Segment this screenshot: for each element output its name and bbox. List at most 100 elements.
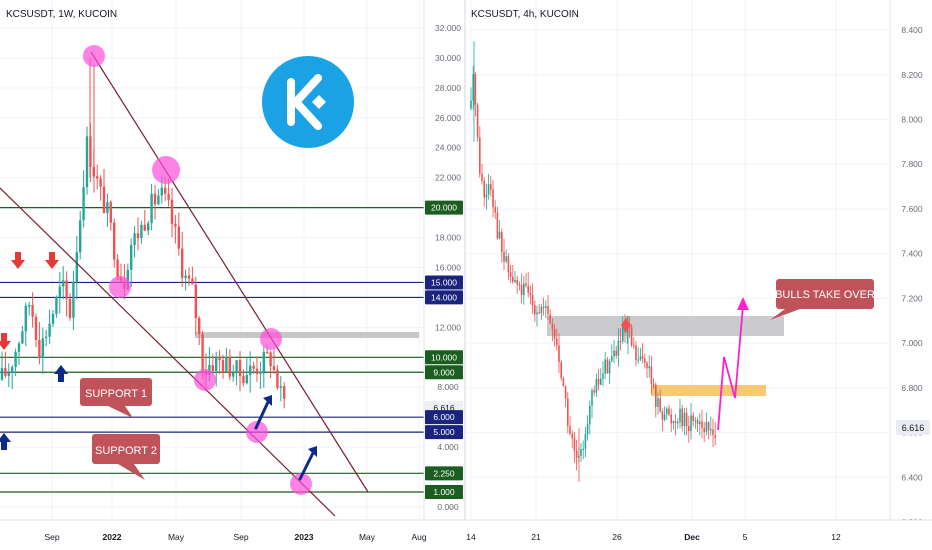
right-candle-body [635,345,637,360]
left-time-tick: Aug [411,532,426,542]
left-price-axis: 0.0002.0004.0006.0008.00010.00012.00014.… [423,0,465,520]
right-candle-body [670,414,672,424]
left-candle-body [279,386,282,388]
left-candle-body [11,366,14,373]
right-candle-body [507,256,510,273]
left-candle-body [68,298,72,318]
left-candle-body [181,248,184,278]
right-grid [465,0,890,523]
right-candle-body [608,360,611,374]
right-candle-body [633,345,635,347]
right-candle-body [571,433,573,439]
price-badge-label: 14.000 [431,292,457,302]
left-candle-body [221,360,225,373]
right-candle-body [562,378,565,387]
right-candle-body [705,422,708,432]
touch-circle [246,421,268,443]
price-badge [425,275,463,290]
right-candle-body [476,104,479,138]
support-2-label: SUPPORT 2 [92,434,160,480]
left-candle-body [191,278,194,285]
left-candle-body [211,365,214,372]
right-candle-body [657,398,659,407]
right-candle-body [485,194,488,198]
left-candle-body [283,386,286,399]
left-candle-body [242,376,245,384]
right-candle-body [677,422,679,424]
right-candle-body [553,329,556,339]
right-candle-body [534,305,536,315]
price-badge-label: 6.000 [433,412,455,422]
right-candle-body [600,378,602,385]
right-candle-body [505,256,507,262]
left-candle-body [41,338,44,358]
left-candle-body [0,368,4,380]
left-price-tick: 16.000 [435,262,461,272]
right-time-tick: Dec [684,532,700,542]
touch-circle [83,45,105,67]
right-candle-body [679,408,681,423]
right-candle-body [622,326,624,342]
right-candle-body [611,356,613,361]
right-candle-body [525,283,527,286]
right-candle-body [593,390,595,393]
right-price-tick: 7.200 [901,293,923,303]
left-candle-body [198,317,201,334]
right-candle-body [569,425,571,434]
right-price-tick: 7.800 [901,159,923,169]
left-candle-body [34,316,38,340]
right-price-tick: 8.400 [901,25,923,35]
arrow-head [263,395,272,406]
left-candle-body [79,220,82,253]
right-price-tick: 7.400 [901,249,923,259]
right-candle-body [674,421,677,424]
price-badge [425,425,463,440]
left-price-tick: 26.000 [435,113,461,123]
left-candle-body [184,275,187,278]
price-badge-label: 10.000 [431,352,457,362]
left-candle-body [4,368,7,376]
right-candle-body [688,426,690,432]
kucoin-logo-icon [262,56,354,148]
right-candle-body [531,295,534,306]
left-candle-body [160,187,163,196]
red-down-arrow-icon [45,252,59,269]
left-candle-body [143,224,146,231]
right-candle-body [714,434,716,438]
left-candle-body [245,375,248,384]
left-price-tick: 0.000 [437,502,459,512]
right-candle-body [558,345,560,363]
support-1-label: SUPPORT 1 [80,378,152,418]
right-candle-body [529,292,532,296]
right-candle-body [712,429,714,435]
left-candle-body [55,296,58,314]
red-diamond-marker [621,318,631,332]
left-candle-body [38,339,41,358]
right-candle-body [487,184,490,195]
right-candle-body [641,356,644,359]
left-candle-body [235,360,238,374]
price-badge-label: 20.000 [431,203,457,213]
price-badge-label: 2.250 [433,468,455,478]
left-candle-body [113,222,116,260]
left-candle-body [85,136,89,188]
left-upper-trendline [90,51,369,493]
right-candle-body [470,100,472,109]
right-price-tick: 7.000 [901,338,923,348]
right-candle-body [690,415,692,432]
right-candle-body [549,314,551,324]
price-badge [425,466,463,481]
right-candle-body [613,350,615,357]
left-price-tick: 18.000 [435,233,461,243]
left-price-tick: 8.000 [437,382,459,392]
right-candle-body [699,421,701,425]
right-candle-body [520,284,523,296]
right-candle-body [586,424,589,435]
right-candle-body [516,279,518,285]
right-candle-body [509,272,512,277]
left-candle-body [170,199,174,224]
left-candle-body [14,351,17,367]
left-time-tick: Sep [44,532,59,542]
right-candle-body [496,212,499,239]
